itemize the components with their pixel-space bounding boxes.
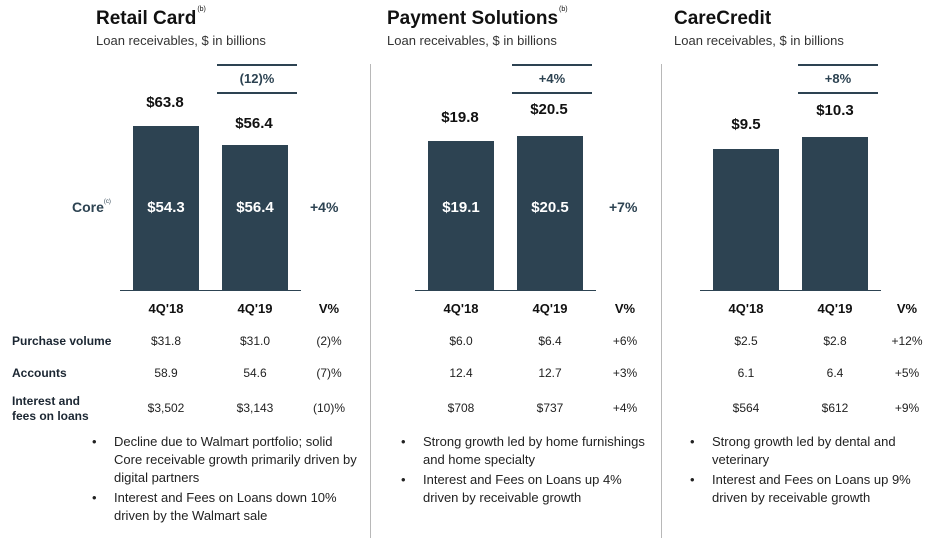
change-total: +4% [512,64,592,94]
table-cell: 12.7 [538,366,562,380]
table-cell: +5% [894,366,920,380]
table-cell: 54.6 [243,366,267,380]
table-cell: $2.8 [823,334,847,348]
bar-total [133,126,199,290]
table-cell: +12% [891,334,923,348]
col-header: 4Q'18 [148,301,184,316]
chart-baseline [415,290,596,291]
bar-total-label: $63.8 [146,94,184,111]
table-cell: $31.8 [150,334,182,348]
row-label: Accounts [12,366,67,380]
bar-total-label: $9.5 [731,116,761,133]
table-cell: $612 [821,401,849,415]
bullet-list: • Decline due to Walmart portfolio; solid… [88,433,360,527]
table-cell: +4% [612,401,638,415]
table-cell: +6% [612,334,638,348]
table-cell: $564 [732,401,760,415]
core-value-label: $19.1 [442,199,480,216]
col-header: 4Q'18 [728,301,764,316]
table-cell: 6.1 [737,366,755,380]
col-header: 4Q'19 [817,301,853,316]
table-cell: +9% [894,401,920,415]
table-cell: +3% [612,366,638,380]
bar-total [222,145,288,290]
core-change: +4% [310,199,339,215]
bar-total-label: $10.3 [816,102,854,119]
col-header: 4Q'18 [443,301,479,316]
table-cell: 58.9 [154,366,178,380]
col-header: V% [896,301,918,316]
core-change: +7% [609,199,638,215]
panel-subtitle: Loan receivables, $ in billions [96,33,266,48]
panel-divider-1 [370,64,371,538]
table-cell: $3,143 [236,401,274,415]
core-value-label: $54.3 [147,199,185,216]
bullet-item: • Interest and Fees on Loans down 10% dri… [92,490,337,523]
panel-subtitle: Loan receivables, $ in billions [387,33,557,48]
bar-total [802,137,868,290]
change-total: +8% [798,64,878,94]
panel-title: CareCredit [674,8,772,29]
core-value-label: $20.5 [531,199,569,216]
table-cell: (7)% [316,366,342,380]
table-cell: (2)% [316,334,342,348]
col-header: 4Q'19 [237,301,273,316]
change-total: (12)% [217,64,297,94]
row-label: Interest and fees on loans [12,394,89,423]
table-cell: $31.0 [239,334,271,348]
panel-subtitle: Loan receivables, $ in billions [674,33,844,48]
bar-total [517,136,583,290]
core-label: Core(c) [72,199,111,215]
bullet-item: • Strong growth led by dental and veterin… [690,434,896,467]
bullet-item: • Interest and Fees on Loans up 4% driven… [401,472,622,505]
table-cell: (10)% [312,401,345,415]
table-cell: $2.5 [734,334,758,348]
bar-total-label: $19.8 [441,109,479,126]
table-cell: $737 [536,401,564,415]
row-label: Purchase volume [12,334,112,348]
bullet-item: • Strong growth led by home furnishings a… [401,434,645,467]
table-cell: $708 [447,401,475,415]
panel-title: Retail Card(b) [96,6,206,29]
bar-total [713,149,779,290]
chart-baseline [120,290,301,291]
col-header: 4Q'19 [532,301,568,316]
bar-total [428,141,494,290]
panel-divider-2 [661,64,662,538]
table-cell: $6.4 [538,334,562,348]
chart-baseline [700,290,881,291]
bullet-list: • Strong growth led by home furnishings a… [397,433,657,509]
col-header: V% [614,301,636,316]
bullet-list: • Strong growth led by dental and veterin… [686,433,938,509]
table-cell: $3,502 [147,401,185,415]
table-cell: 6.4 [826,366,844,380]
bar-total-label: $20.5 [530,101,568,118]
bullet-item: • Interest and Fees on Loans up 9% driven… [690,472,911,505]
table-cell: $6.0 [449,334,473,348]
panel-title: Payment Solutions(b) [387,6,568,29]
col-header: V% [318,301,340,316]
bullet-item: • Decline due to Walmart portfolio; solid… [92,434,357,485]
table-cell: 12.4 [449,366,473,380]
bar-total-label: $56.4 [235,115,273,132]
core-value-label: $56.4 [236,199,274,216]
